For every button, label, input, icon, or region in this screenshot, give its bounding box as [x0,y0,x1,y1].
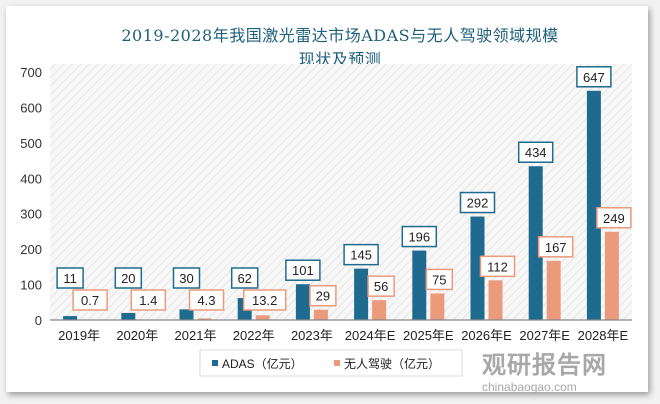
y-tick-label: 0 [35,313,42,328]
data-label: 11 [63,271,77,286]
data-label: 292 [467,196,489,211]
x-tick-label: 2027年E [519,328,570,343]
data-label: 249 [603,211,625,226]
data-label: 0.7 [81,293,99,308]
bar-autonomous [372,300,387,320]
bar-autonomous [604,231,619,320]
data-label: 647 [583,70,605,85]
bar-autonomous [488,280,503,320]
watermark-logo: 观研报告网 chinabaogao.com [482,352,607,394]
data-label-box [479,255,516,278]
data-label: 29 [316,289,330,304]
legend-label: 无人驾驶（亿元） [344,356,440,371]
y-tick-label: 700 [20,65,42,80]
data-label-box [517,141,554,163]
bar-adas [121,312,136,320]
bar-autonomous [546,260,561,320]
x-tick-label: 2026年E [461,328,512,343]
legend-box [199,349,463,377]
bar-adas [412,250,427,320]
data-label-box [596,207,632,229]
title-line-1: 2019-2028年我国激光雷达市场ADAS与无人驾驶领域规模 [121,26,559,45]
data-label-box [242,289,287,311]
legend-label: ADAS（亿元） [222,356,303,371]
x-tick-label: 2021年 [175,328,217,343]
data-label: 56 [374,279,388,294]
bar-adas [63,316,78,320]
watermark-en: chinabaogao.com [482,380,577,394]
data-label: 167 [545,240,567,255]
x-tick-label: 2022年 [233,328,275,343]
y-tick-label: 600 [20,100,42,115]
watermark-cn: 观研报告网 [482,352,607,379]
data-label-box [72,289,108,311]
y-tick-label: 400 [20,171,42,186]
data-label: 145 [350,248,372,263]
data-label: 75 [432,272,446,287]
data-label: 30 [179,271,193,286]
bar-autonomous [197,318,212,320]
x-tick-label: 2019年 [58,328,100,343]
y-tick-label: 100 [20,278,42,293]
data-label-box [459,191,496,214]
data-label-box [309,284,337,307]
data-label-box [230,267,259,289]
data-label: 196 [408,230,430,245]
bar-autonomous [313,309,328,320]
data-label: 20 [121,271,135,286]
data-label-box [130,289,167,311]
data-label-box [401,225,438,248]
data-label: 62 [237,271,251,286]
x-tick-label: 2020年 [116,328,158,343]
y-tick-label: 200 [20,242,42,257]
x-tick-label: 2024年E [345,328,396,343]
legend-swatch [212,360,218,366]
data-label-box [576,66,612,88]
x-tick-label: 2025年E [403,328,454,343]
x-tick-label: 2023年 [291,328,333,343]
bar-adas [354,268,369,320]
data-label-box [114,267,143,289]
data-label-box [343,243,379,266]
data-label: 13.2 [252,293,277,308]
bar-autonomous [430,293,445,320]
data-label-box [425,268,454,291]
data-label: 1.4 [139,293,157,308]
bar-autonomous [255,315,270,320]
data-label: 434 [525,145,547,160]
bar-adas [528,166,543,320]
data-label-box [56,267,84,289]
bar-adas [295,284,310,320]
bar-adas [586,90,601,320]
bar-adas [179,309,194,320]
data-label-box [367,275,395,297]
legend-swatch [334,360,340,366]
y-tick-label: 500 [20,136,42,151]
x-tick-label: 2028年E [578,328,629,343]
bar-adas [470,216,485,320]
data-label-box [537,236,574,258]
y-tick-label: 300 [20,207,42,222]
data-label-box [188,289,225,311]
data-label-box [172,267,201,289]
data-label: 4.3 [197,293,215,308]
data-label: 101 [292,263,314,278]
data-label-box [285,259,321,281]
data-label: 112 [487,259,508,274]
